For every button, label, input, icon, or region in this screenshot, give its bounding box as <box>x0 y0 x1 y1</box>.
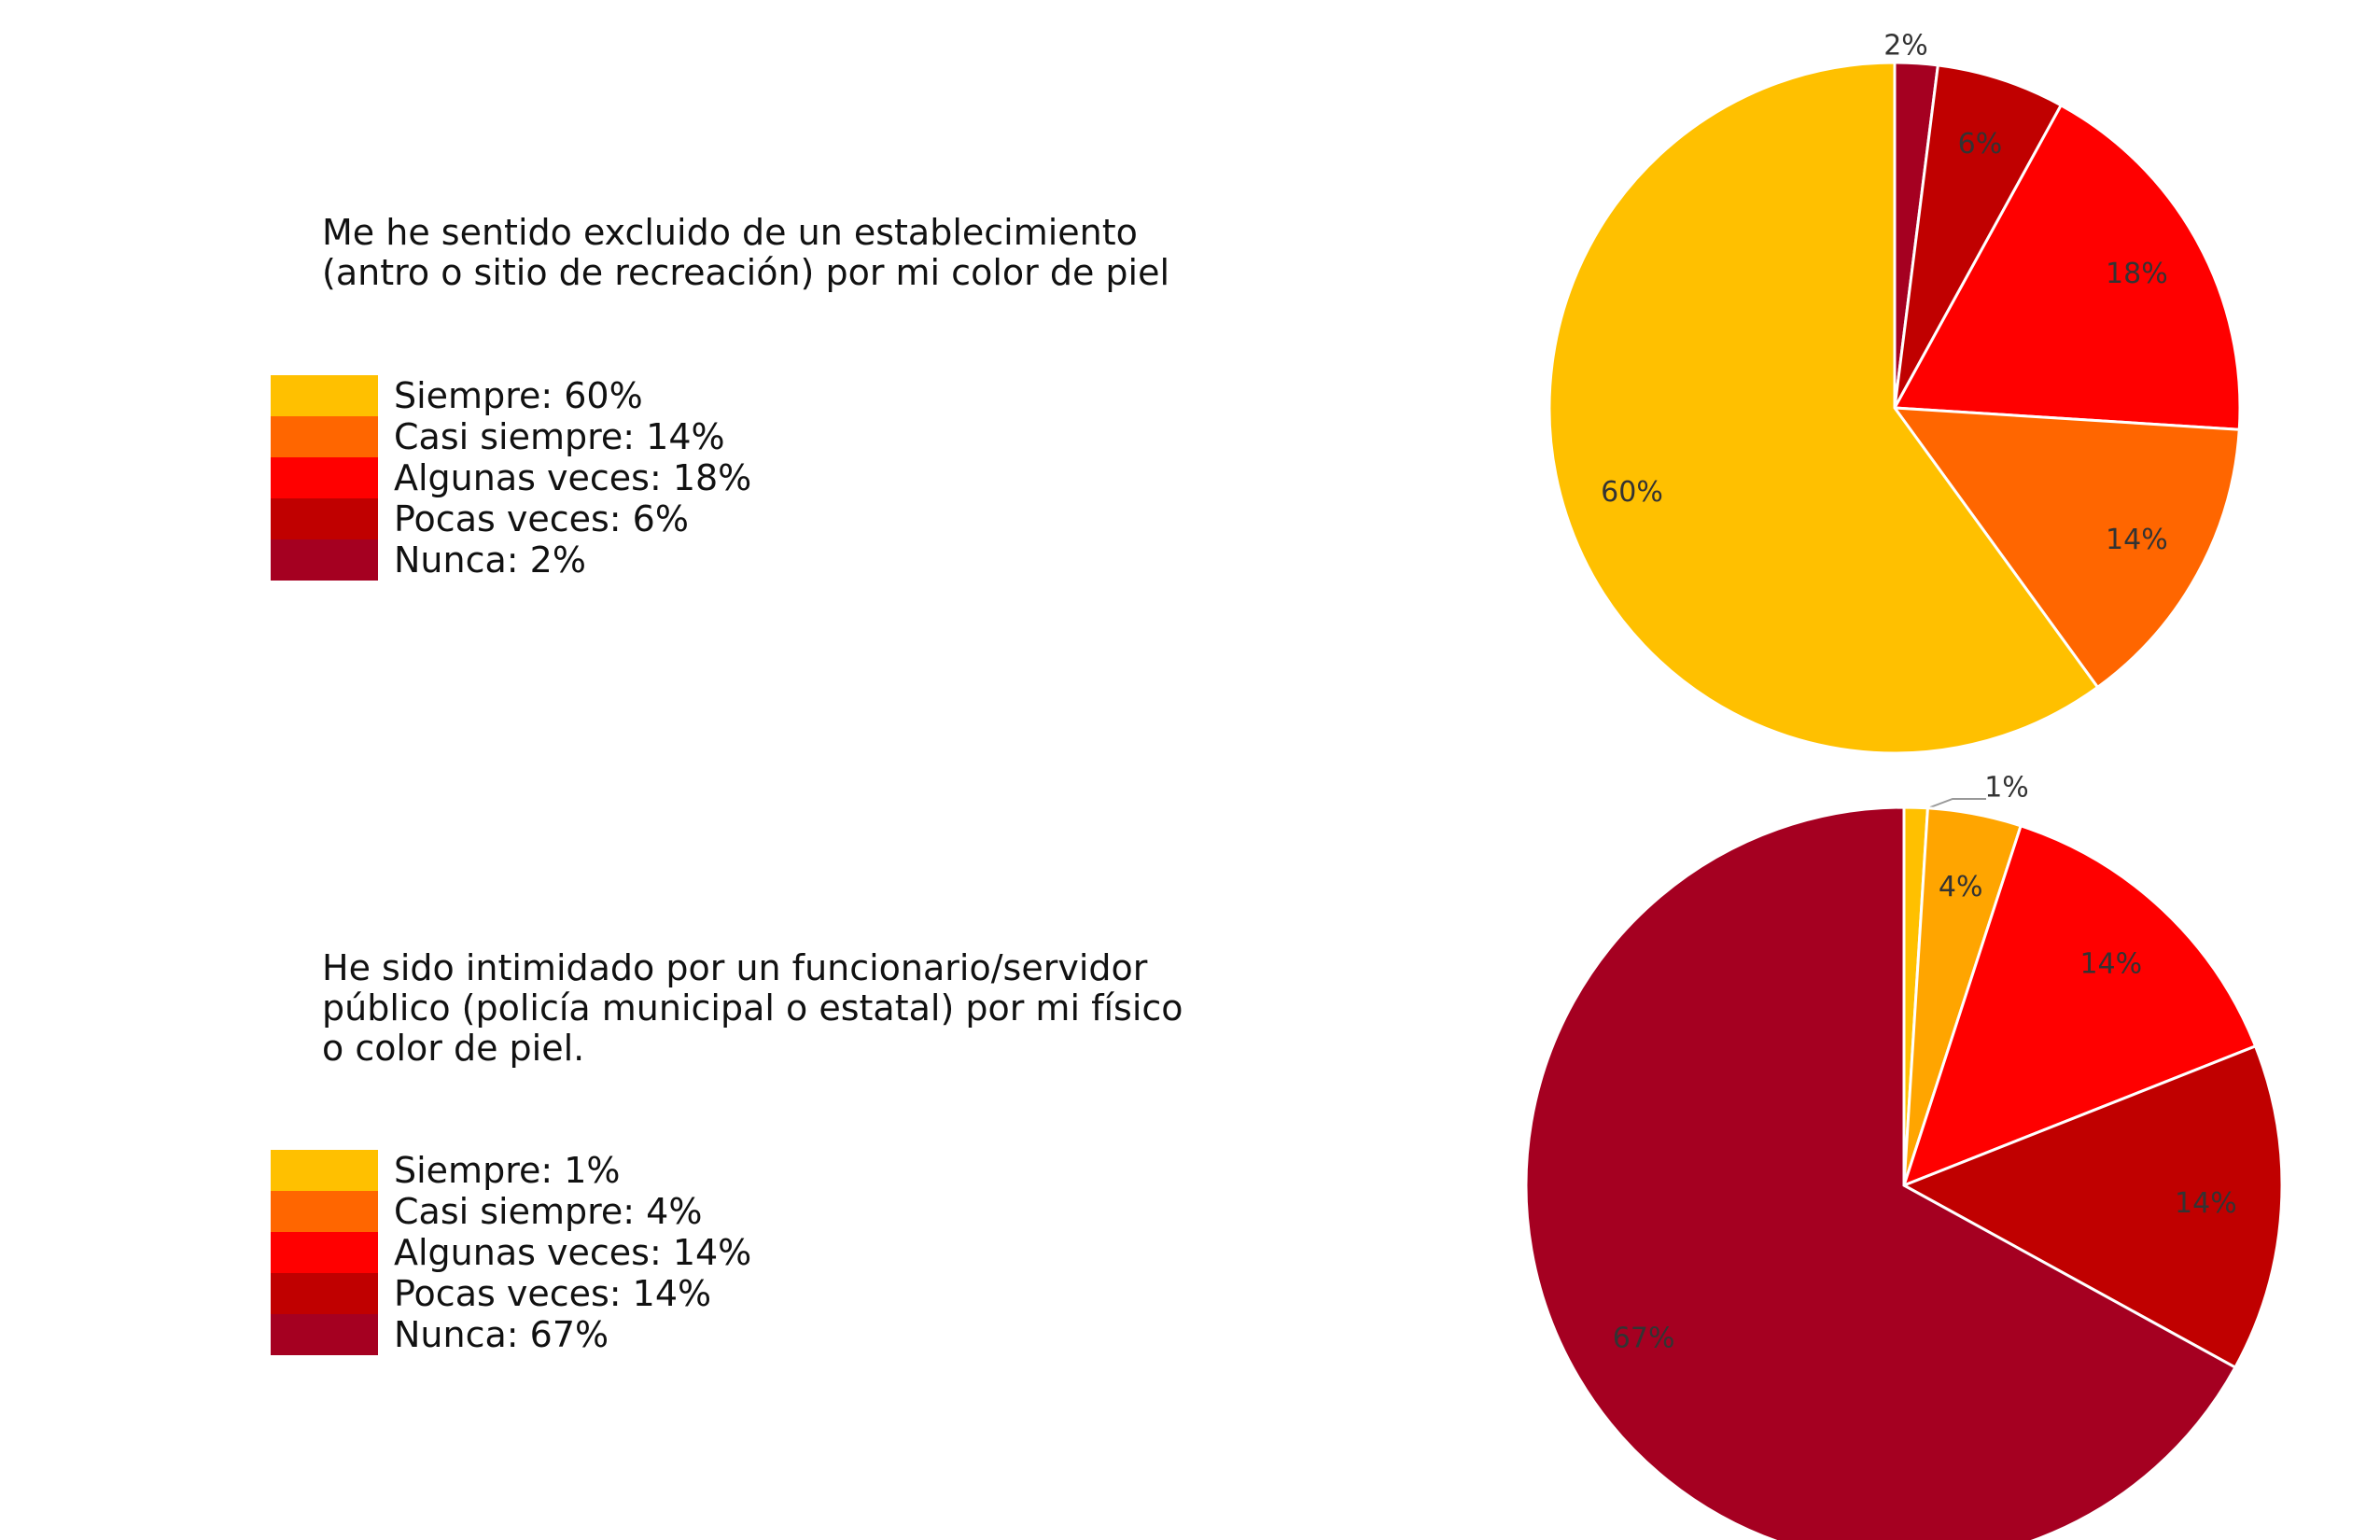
legend-swatch <box>271 457 378 498</box>
slice-data-label: 1% <box>1984 772 2029 805</box>
slice-data-label: 18% <box>2106 258 2168 290</box>
legend-label: Pocas veces: 14% <box>394 1273 712 1314</box>
legend-label: Siempre: 1% <box>394 1150 621 1191</box>
slice-data-label: 2% <box>1883 30 1928 63</box>
slice-data-label: 14% <box>2175 1187 2237 1220</box>
legend-label: Siempre: 60% <box>394 375 643 416</box>
pie-slice-algunas-veces <box>1892 103 2242 431</box>
legend-label: Algunas veces: 14% <box>394 1232 752 1273</box>
pie-chart: 1% 4% 14% 14% 67% <box>1524 772 2284 1540</box>
pie-slice-pocas-veces <box>1900 1043 2284 1370</box>
chart-title: He sido intimidado por un funcionario/se… <box>322 947 1183 1069</box>
legend-swatch <box>271 1191 378 1232</box>
legend-swatch <box>271 1273 378 1314</box>
legend-swatch <box>271 1150 378 1191</box>
slice-data-label: 60% <box>1601 476 1663 509</box>
slice-data-label: 14% <box>2079 947 2142 980</box>
legend-swatch <box>271 498 378 539</box>
chart-panel-intimidation: He sido intimidado por un funcionario/se… <box>0 765 2380 1540</box>
legend-swatch <box>271 1232 378 1273</box>
legend-swatch <box>271 1314 378 1355</box>
pie-slice-algunas-veces <box>1901 823 2258 1188</box>
pie-slice-nunca <box>1524 805 2237 1540</box>
slice-data-label: 67% <box>1613 1322 1675 1354</box>
chart-panel-exclusion: Me he sentido excluido de un establecimi… <box>0 0 2380 765</box>
legend-swatch <box>271 539 378 581</box>
chart-title: Me he sentido excluido de un establecimi… <box>322 212 1170 293</box>
legend-label: Nunca: 2% <box>394 539 586 581</box>
legend-label: Casi siempre: 4% <box>394 1191 703 1232</box>
slice-data-label: 4% <box>1939 871 1983 903</box>
pie-slice-siempre <box>1547 61 2100 755</box>
legend-label: Pocas veces: 6% <box>394 498 689 539</box>
legend-label: Algunas veces: 18% <box>394 457 752 498</box>
legend-swatch <box>271 416 378 457</box>
slice-data-label: 6% <box>1958 128 2003 161</box>
pie-slice-pocas-veces <box>1893 63 2064 409</box>
pie-slice-casi-siempre <box>1891 406 2241 690</box>
slice-data-label: 14% <box>2106 524 2168 556</box>
legend-swatch <box>271 375 378 416</box>
legend-label: Nunca: 67% <box>394 1314 609 1355</box>
legend-label: Casi siempre: 14% <box>394 416 725 457</box>
leader-line <box>1929 798 1986 808</box>
pie-chart: 2% 6% 18% 14% 60% <box>1547 30 2242 755</box>
